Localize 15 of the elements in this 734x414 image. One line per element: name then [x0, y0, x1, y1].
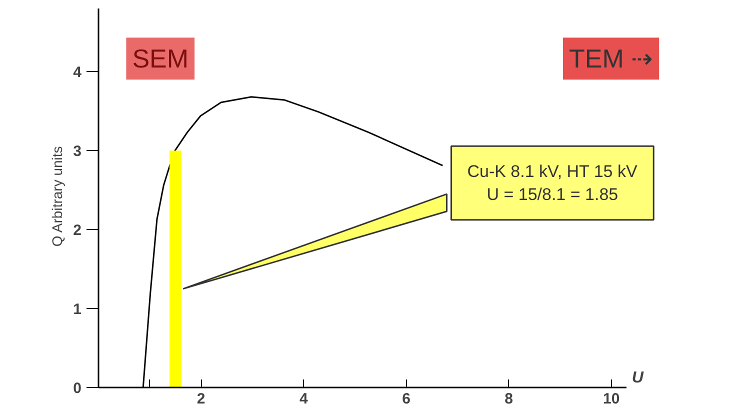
annotation: TEM ⇢: [569, 44, 654, 74]
x-tick-label: 10: [603, 390, 620, 408]
annotation: Cu-K 8.1 kV, HT 15 kV U = 15/8.1 = 1.85: [467, 162, 638, 204]
x-tick-label: 8: [504, 390, 513, 408]
x-tick-label: 6: [402, 390, 410, 408]
y-tick-label: 4: [73, 64, 82, 82]
x-axis-title: U: [632, 370, 644, 386]
y-tick-label: 0: [73, 380, 82, 397]
y-tick-label: 3: [73, 143, 82, 160]
y-axis-title: Q Arbitrary units: [49, 146, 66, 247]
x-tick-label: 4: [299, 390, 308, 408]
y-tick-label: 2: [73, 222, 82, 240]
annotation: SEM: [132, 44, 189, 74]
x-tick-label: 2: [196, 390, 206, 408]
y-tick-label: 1: [73, 301, 82, 318]
